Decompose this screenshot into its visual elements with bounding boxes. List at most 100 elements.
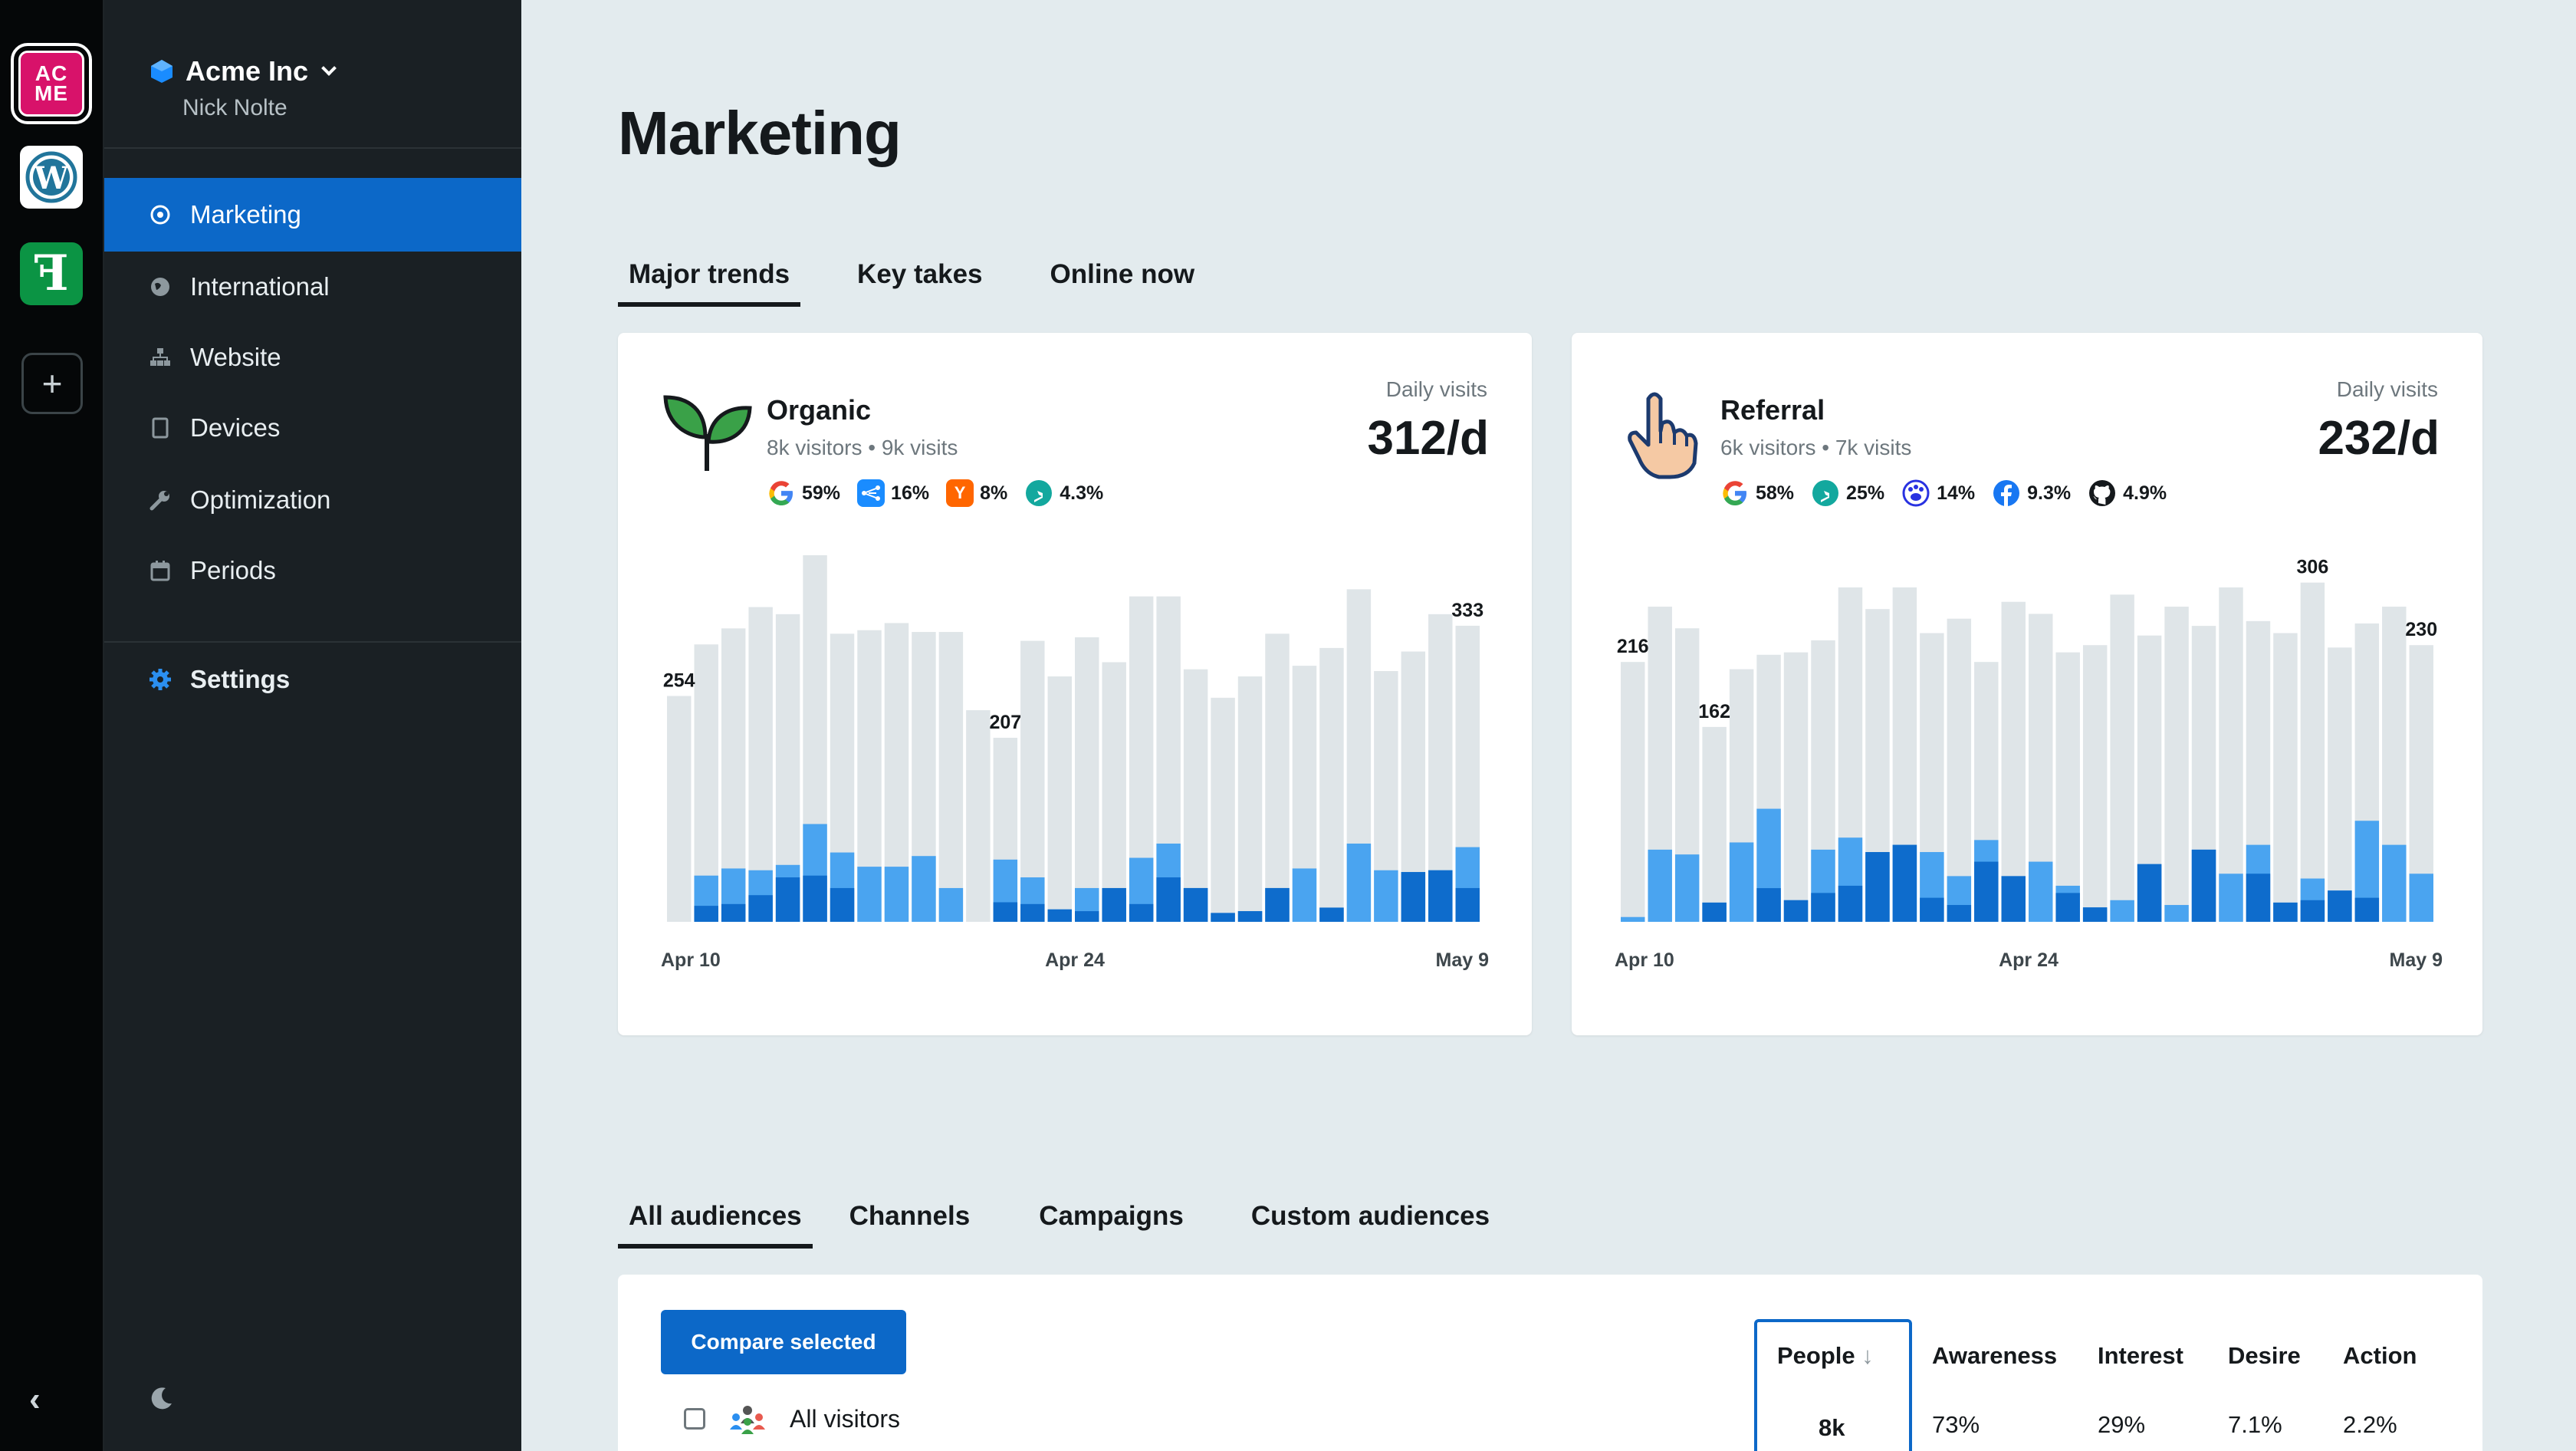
tab-channels[interactable]: Channels	[849, 1201, 971, 1231]
chart-bar	[2354, 897, 2380, 922]
column-header-action[interactable]: Action	[2343, 1342, 2417, 1369]
chart-bar	[993, 902, 1018, 922]
acme-app-button[interactable]: AC ME	[11, 43, 92, 124]
source-value: 58%	[1756, 482, 1795, 504]
sidebar-item-label: Periods	[190, 556, 276, 584]
column-header-desire[interactable]: Desire	[2228, 1342, 2301, 1369]
column-header-people[interactable]: People ↓	[1777, 1342, 1874, 1369]
wordpress-app-button[interactable]: W	[20, 146, 83, 209]
chart-bar	[1211, 913, 1235, 922]
referral-card[interactable]: Referral 6k visitors • 7k visits Daily v…	[1572, 333, 2482, 1035]
add-app-button[interactable]: +	[21, 353, 83, 414]
row-checkbox[interactable]	[684, 1408, 705, 1430]
chart-bar	[2382, 844, 2407, 922]
theme-toggle[interactable]	[149, 1385, 176, 1413]
tab-major-trends[interactable]: Major trends	[618, 259, 801, 307]
chart-bar	[2328, 647, 2352, 922]
sidebar-item-optimization[interactable]: Optimization	[104, 463, 521, 537]
chart-bar	[2029, 861, 2053, 922]
source-value: 16%	[891, 482, 930, 504]
chart-bar	[1920, 897, 1944, 922]
chart-bar	[1756, 888, 1781, 922]
sidebar-item-settings[interactable]: Settings	[104, 643, 521, 716]
chart-bar	[2191, 849, 2216, 922]
tab-key-takes[interactable]: Key takes	[857, 259, 983, 289]
source-github: 4.9%	[2088, 479, 2167, 508]
chart-bar	[938, 632, 964, 922]
tab-online-now[interactable]: Online now	[1050, 259, 1195, 289]
sidebar-item-marketing[interactable]: Marketing	[104, 178, 521, 252]
chart-bar	[667, 696, 692, 922]
source-google: 59%	[767, 479, 840, 508]
divider	[104, 641, 521, 643]
chart-bar	[2082, 907, 2108, 922]
chart-bar	[1648, 849, 1672, 922]
sidebar-item-international[interactable]: International	[104, 250, 521, 324]
sidebar-item-label: International	[190, 272, 330, 301]
data-label: 207	[989, 712, 1021, 733]
org-switcher[interactable]: Acme Inc	[149, 55, 337, 87]
chart-bar	[1183, 669, 1208, 922]
referral-chart: 216 162 306 230 Apr 10 Apr 24 May 9	[1615, 555, 2443, 985]
chart-bar	[1947, 618, 1972, 922]
collapse-sidebar-button[interactable]: ‹	[29, 1380, 41, 1419]
chart-bar	[694, 906, 718, 922]
chart-bar	[1047, 909, 1072, 922]
chart-bar	[2137, 864, 2162, 922]
source-google: 58%	[1720, 479, 1794, 508]
bing-icon	[1812, 480, 1839, 506]
source-bing: 25%	[1811, 479, 1884, 508]
chart-bar	[1702, 902, 1727, 922]
data-label: 230	[2405, 619, 2437, 640]
globe-icon	[149, 275, 172, 298]
tab-all-audiences[interactable]: All audiences	[618, 1201, 813, 1249]
chart-bar	[1183, 887, 1208, 922]
chart-bar	[1346, 843, 1372, 922]
chart-bar	[803, 875, 827, 922]
source-baidu: 14%	[1901, 479, 1975, 508]
organic-card[interactable]: Organic 8k visitors • 9k visits Daily vi…	[618, 333, 1532, 1035]
source-ycombinator: Y 8%	[946, 479, 1007, 508]
chart-bar	[1020, 640, 1045, 922]
chart-bar	[1265, 633, 1290, 922]
cube-icon	[151, 60, 172, 83]
chart-bar	[1075, 637, 1099, 922]
chart-bar	[1102, 662, 1126, 922]
cell-interest: 29%	[2098, 1411, 2146, 1438]
source-value: 8%	[980, 482, 1008, 504]
data-label: 333	[1451, 600, 1484, 621]
tab-custom-audiences[interactable]: Custom audiences	[1250, 1201, 1490, 1231]
x-tick-label: May 9	[1436, 949, 1489, 971]
card-title: Referral	[1720, 394, 1825, 426]
column-header-interest[interactable]: Interest	[2098, 1342, 2183, 1369]
sidebar-item-website[interactable]: Website	[104, 321, 521, 394]
compare-selected-button[interactable]: Compare selected	[661, 1310, 906, 1374]
chart-bar	[1621, 662, 1645, 922]
pointing-hand-icon	[1628, 392, 1698, 479]
source-bing: 4.3%	[1024, 479, 1103, 508]
page-title: Marketing	[618, 99, 902, 167]
wrench-icon	[149, 489, 172, 512]
chart-bar	[2082, 645, 2108, 922]
chart-bar	[1237, 911, 1263, 922]
chart-bar	[1621, 916, 1645, 922]
table-row[interactable]: All visitors	[661, 1403, 900, 1434]
column-header-awareness[interactable]: Awareness	[1932, 1342, 2058, 1369]
chart-bar	[1265, 887, 1290, 922]
sidebar-item-devices[interactable]: Devices	[104, 391, 521, 465]
chart-bar	[1892, 844, 1917, 922]
sidebar-item-periods[interactable]: Periods	[104, 534, 521, 607]
ycombinator-icon: Y	[946, 479, 974, 507]
chart-bar	[1319, 907, 1344, 922]
bing-icon	[1026, 480, 1053, 506]
facebook-icon	[1993, 480, 2020, 506]
cell-desire: 7.1%	[2228, 1411, 2282, 1438]
chart-bar	[2055, 652, 2080, 922]
tab-campaigns[interactable]: Campaigns	[1039, 1201, 1184, 1231]
daily-visits-label: Daily visits	[1385, 377, 1487, 401]
chart-bar	[857, 867, 882, 922]
chart-bar	[1374, 870, 1398, 922]
chart-bar	[1974, 861, 1999, 922]
scribe-app-button[interactable]: ꟻ	[20, 242, 83, 305]
chart-bar	[2164, 905, 2189, 922]
